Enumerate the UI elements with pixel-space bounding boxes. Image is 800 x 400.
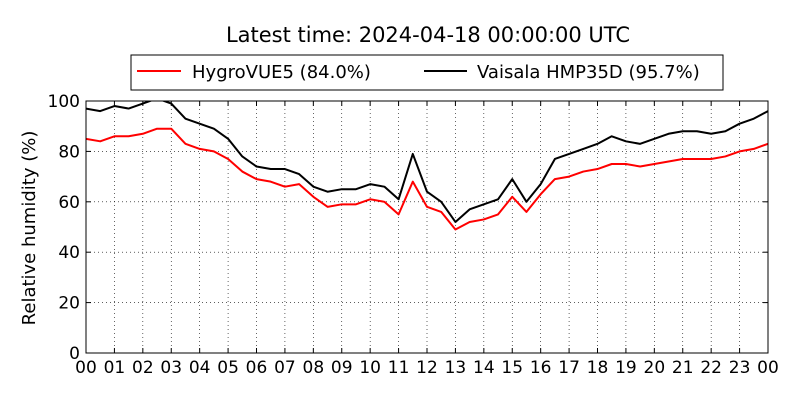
x-tick-label: 04 (189, 358, 211, 378)
x-tick-label: 10 (359, 358, 381, 378)
x-tick-label: 15 (501, 358, 523, 378)
y-tick-label: 80 (58, 142, 80, 162)
x-tick-label: 20 (644, 358, 666, 378)
x-tick-label: 09 (331, 358, 353, 378)
y-tick-label: 20 (58, 294, 80, 314)
series-layer (86, 101, 768, 231)
x-tick-label: 16 (530, 358, 552, 378)
legend-box (130, 54, 724, 91)
x-tick-label: 22 (700, 358, 722, 378)
legend-label-hygrovue5: HygroVUE5 (84.0%) (192, 62, 371, 83)
x-tick-label: 21 (672, 358, 694, 378)
axis-ticks: 00 01 02 03 04 05 06 07 08 09 10 11 12 13 14 15 16 17 18 19… (48, 92, 779, 378)
x-tick-label: 12 (416, 358, 438, 378)
legend-label-vaisala: Vaisala HMP35D (95.7%) (477, 62, 700, 83)
x-tick-label: 00 (75, 358, 97, 378)
x-tick-label: 13 (445, 358, 467, 378)
x-tick-label: 00 (757, 358, 779, 378)
y-tick-label: 0 (69, 344, 80, 364)
x-tick-label: 01 (104, 358, 126, 378)
series-line-hygrovue5 (86, 127, 768, 231)
x-tick-label: 18 (587, 358, 609, 378)
y-axis-label: Relative humidity (%) (19, 131, 40, 326)
y-tick-label: 100 (48, 92, 80, 112)
x-tick-label: 08 (303, 358, 325, 378)
series-line-vaisala (86, 101, 768, 223)
x-tick-label: 03 (160, 358, 182, 378)
y-tick-label: 60 (58, 193, 80, 213)
x-tick-label: 19 (615, 358, 637, 378)
x-tick-label: 17 (558, 358, 580, 378)
x-tick-label: 23 (729, 358, 751, 378)
legend: HygroVUE5 (84.0%) Vaisala HMP35D (95.7%) (130, 54, 724, 91)
x-tick-label: 07 (274, 358, 296, 378)
x-tick-label: 05 (217, 358, 239, 378)
plot-frame (85, 100, 769, 354)
chart-title: Latest time: 2024-04-18 00:00:00 UTC (226, 23, 630, 47)
grid (86, 101, 768, 353)
x-tick-label: 02 (132, 358, 154, 378)
x-tick-label: 06 (246, 358, 268, 378)
x-tick-label: 11 (388, 358, 410, 378)
y-tick-label: 40 (58, 243, 80, 263)
x-tick-label: 14 (473, 358, 495, 378)
